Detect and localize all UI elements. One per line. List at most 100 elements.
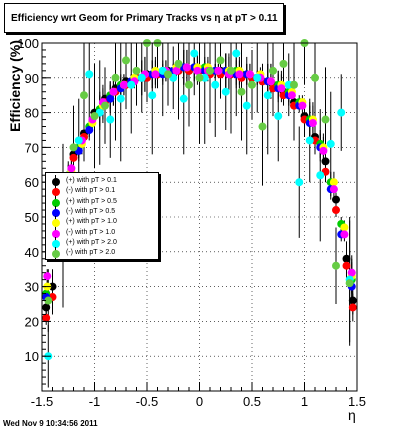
data-point (287, 91, 296, 100)
data-point (277, 84, 286, 93)
data-point (316, 171, 325, 180)
legend-label: (-) with pT > 1.0 (66, 228, 116, 236)
x-tick-label: -1 (89, 394, 101, 409)
data-point (348, 303, 357, 312)
data-point (266, 77, 275, 86)
y-tick-label: 30 (25, 280, 39, 295)
y-axis-label: Efficiency (%) (7, 40, 23, 132)
data-point (127, 80, 136, 89)
data-point (148, 91, 157, 100)
data-point (132, 66, 141, 75)
data-point (342, 254, 351, 263)
data-point (242, 101, 251, 110)
data-point (337, 108, 346, 117)
legend-label: (+) with pT > 0.5 (66, 197, 117, 205)
data-point (211, 80, 220, 89)
data-point (109, 87, 118, 96)
data-point (80, 91, 88, 100)
timestamp: Wed Nov 9 10:34:56 2011 (3, 419, 98, 428)
legend-marker (52, 208, 60, 217)
data-point (342, 261, 351, 270)
data-point (269, 66, 277, 75)
legend-entry: (+) with pT > 0.1 (46, 175, 158, 189)
x-tick-label: -0.5 (136, 394, 158, 409)
data-point (42, 313, 51, 322)
y-tick-label: 10 (25, 349, 39, 364)
data-point (119, 80, 128, 89)
data-point (185, 80, 193, 89)
data-point (190, 49, 199, 58)
y-tick-label: 40 (25, 245, 39, 260)
data-point (232, 49, 241, 58)
legend-entry: (+) with pT > 2.0 (46, 236, 158, 251)
data-point (227, 66, 235, 75)
data-point (164, 70, 172, 79)
data-point (329, 185, 338, 194)
data-point (85, 126, 94, 134)
y-tick-label: 20 (25, 314, 39, 329)
data-point (279, 59, 288, 68)
data-point (179, 94, 188, 103)
data-point (122, 56, 130, 65)
data-point (67, 164, 76, 173)
data-point (329, 178, 338, 187)
data-point (44, 296, 53, 305)
legend-marker (52, 198, 60, 207)
legend-entry: (-) with pT > 0.5 (46, 205, 158, 220)
data-point (332, 206, 340, 215)
legend-label: (-) with pT > 0.5 (66, 207, 116, 215)
data-point (182, 63, 191, 72)
data-point (248, 80, 256, 89)
data-point (101, 101, 109, 110)
data-point (195, 73, 204, 82)
data-point (311, 73, 319, 82)
data-point (298, 101, 307, 110)
legend-marker (52, 219, 60, 228)
data-point (69, 143, 78, 152)
legend-label: (+) with pT > 1.0 (66, 218, 117, 226)
legend: (+) with pT > 0.1 (-) with pT > 0.1 (+) wi… (45, 172, 159, 262)
data-point (206, 66, 214, 75)
data-point (42, 303, 51, 312)
legend-label: (-) with pT > 0.1 (66, 187, 116, 195)
data-point (221, 87, 230, 96)
y-tick-label: 60 (25, 175, 39, 190)
data-point (305, 136, 314, 145)
y-tick-label: 50 (25, 210, 39, 225)
y-tick-label: 100 (17, 36, 39, 51)
data-point (106, 115, 115, 124)
legend-entry: (-) with pT > 1.0 (46, 226, 158, 241)
data-point (193, 66, 202, 75)
legend-marker (52, 188, 60, 197)
data-point (69, 153, 78, 162)
data-point (348, 296, 357, 305)
data-point (319, 146, 328, 155)
data-point (116, 94, 125, 103)
x-axis-label: η (348, 407, 356, 423)
data-point (347, 268, 356, 277)
data-point (332, 195, 340, 204)
data-point (263, 91, 272, 100)
legend-label: (+) with pT > 2.0 (66, 238, 117, 246)
data-point (295, 178, 304, 187)
legend-entry: (-) with pT > 0.1 (46, 185, 158, 200)
data-point (326, 139, 335, 148)
x-tick-label: 0 (196, 394, 203, 409)
x-tick-label: -1.5 (31, 394, 53, 409)
chart-title-box: Efficiency wrt Geom for Primary Tracks v… (4, 3, 284, 33)
legend-marker (52, 239, 60, 248)
chart-title: Efficiency wrt Geom for Primary Tracks v… (11, 13, 278, 24)
data-point (172, 66, 181, 75)
data-points (42, 39, 357, 361)
data-point (253, 73, 262, 82)
data-point (43, 272, 52, 281)
legend-label: (+) with pT > 0.1 (66, 177, 117, 184)
data-point (274, 112, 283, 121)
y-tick-label: 90 (25, 71, 39, 86)
data-point (214, 66, 223, 75)
y-tick-label: 70 (25, 140, 39, 155)
data-point (332, 261, 340, 270)
legend-entry: (+) with pT > 1.0 (46, 216, 158, 231)
legend-entry: (+) with pT > 0.5 (46, 195, 158, 210)
